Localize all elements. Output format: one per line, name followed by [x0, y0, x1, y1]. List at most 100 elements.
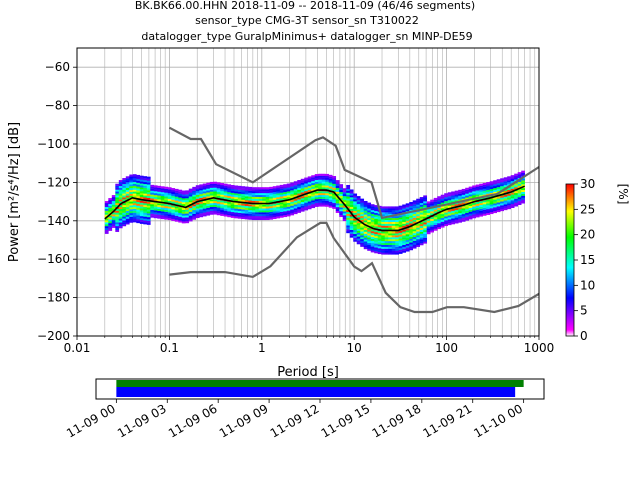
- heatmap-cell: [328, 205, 333, 208]
- heatmap-cell: [402, 216, 407, 219]
- heatmap-cell: [335, 199, 340, 202]
- heatmap-cell: [118, 220, 123, 223]
- heatmap-cell: [496, 179, 501, 182]
- heatmap-cell: [276, 206, 281, 209]
- heatmap-cell: [339, 191, 344, 194]
- heatmap-cell: [258, 206, 263, 209]
- heatmap-cell: [472, 216, 477, 219]
- heatmap-cell: [234, 187, 239, 190]
- heatmap-cell: [346, 184, 351, 188]
- heatmap-cell: [356, 205, 361, 208]
- heatmap-cell: [461, 190, 466, 193]
- heatmap-cell: [164, 209, 169, 212]
- heatmap-cell: [367, 204, 372, 207]
- heatmap-cell: [388, 237, 393, 240]
- heatmap-cell: [304, 204, 309, 207]
- heatmap-cell: [517, 202, 522, 205]
- heatmap-cell: [293, 188, 298, 192]
- heatmap-cell: [136, 192, 141, 195]
- heatmap-cell: [423, 235, 428, 238]
- heatmap-cell: [255, 216, 260, 219]
- heatmap-cell: [437, 226, 442, 230]
- heatmap-cell: [367, 206, 372, 209]
- heatmap-cell: [146, 184, 151, 187]
- heatmap-cell: [213, 187, 218, 190]
- heatmap-cell: [118, 210, 123, 213]
- heatmap-cell: [353, 218, 358, 221]
- heatmap-cell: [269, 207, 274, 211]
- heatmap-cell: [426, 224, 431, 227]
- heatmap-cell: [220, 194, 225, 197]
- heatmap-cell: [332, 183, 337, 186]
- heatmap-cell: [311, 196, 316, 199]
- heatmap-cell: [185, 190, 190, 193]
- heatmap-cell: [370, 236, 375, 239]
- heatmap-cell: [115, 216, 120, 219]
- heatmap-cell: [230, 211, 235, 215]
- heatmap-cell: [115, 227, 120, 231]
- heatmap-cell: [489, 186, 494, 190]
- timeline-tick-label: 11-09 03: [115, 401, 169, 440]
- heatmap-cell: [265, 210, 270, 213]
- heatmap-cell: [125, 187, 130, 190]
- heatmap-cell: [430, 203, 435, 206]
- heatmap-cell: [444, 216, 449, 219]
- noise-models: [168, 126, 539, 314]
- heatmap-cell: [384, 240, 389, 244]
- heatmap-cell: [468, 211, 473, 214]
- heatmap-cell: [143, 185, 148, 188]
- heatmap-cell: [419, 212, 424, 215]
- heatmap-cell: [360, 227, 365, 230]
- heatmap-cell: [192, 200, 197, 203]
- heatmap-cell: [367, 231, 372, 234]
- heatmap-cell: [423, 237, 428, 240]
- heatmap-cell: [269, 198, 274, 201]
- heatmap-cell: [297, 199, 302, 202]
- heatmap-cell: [279, 194, 284, 197]
- heatmap-cell: [356, 211, 361, 214]
- heatmap-cell: [426, 226, 431, 229]
- heatmap-cell: [125, 203, 130, 206]
- heatmap-cell: [125, 193, 130, 196]
- heatmap-cell: [129, 199, 134, 202]
- heatmap-cell: [220, 184, 225, 188]
- heatmap-cell: [108, 221, 113, 224]
- heatmap-cell: [507, 187, 511, 190]
- heatmap-cell: [346, 213, 351, 216]
- heatmap-cell: [300, 182, 305, 185]
- heatmap-cell: [262, 212, 267, 215]
- heatmap-cell: [398, 247, 403, 251]
- heatmap-cell: [335, 206, 340, 210]
- heatmap-cell: [402, 246, 407, 249]
- heatmap-cell: [384, 206, 389, 209]
- heatmap-cell: [363, 231, 368, 234]
- heatmap-cell: [391, 217, 396, 221]
- heatmap-cell: [391, 239, 396, 242]
- heatmap-cell: [489, 202, 494, 205]
- heatmap-cell: [122, 212, 127, 215]
- heatmap-cell: [381, 235, 386, 238]
- heatmap-cell: [426, 210, 431, 214]
- heatmap-cell: [132, 202, 137, 206]
- heatmap-cell: [283, 203, 288, 206]
- heatmap-cell: [437, 207, 442, 210]
- heatmap-cell: [325, 185, 330, 188]
- heatmap-cell: [500, 203, 504, 206]
- heatmap-cell: [465, 212, 470, 215]
- colorbar-tick-label: 25: [580, 202, 595, 216]
- heatmap-cell: [108, 198, 113, 201]
- heatmap-cell: [363, 247, 368, 250]
- heatmap-cell: [458, 216, 463, 219]
- heatmap-cell: [472, 208, 477, 211]
- heatmap-cell: [146, 220, 151, 223]
- heatmap-cell: [332, 206, 337, 209]
- heatmap-cell: [255, 212, 260, 215]
- heatmap-cell: [199, 195, 204, 199]
- heatmap-cell: [286, 197, 291, 200]
- heatmap-cell: [489, 211, 494, 215]
- heatmap-cell: [230, 186, 235, 190]
- heatmap-cell: [496, 206, 501, 209]
- heatmap-cell: [437, 201, 442, 205]
- heatmap-cell: [202, 206, 207, 209]
- heatmap-cell: [395, 248, 400, 251]
